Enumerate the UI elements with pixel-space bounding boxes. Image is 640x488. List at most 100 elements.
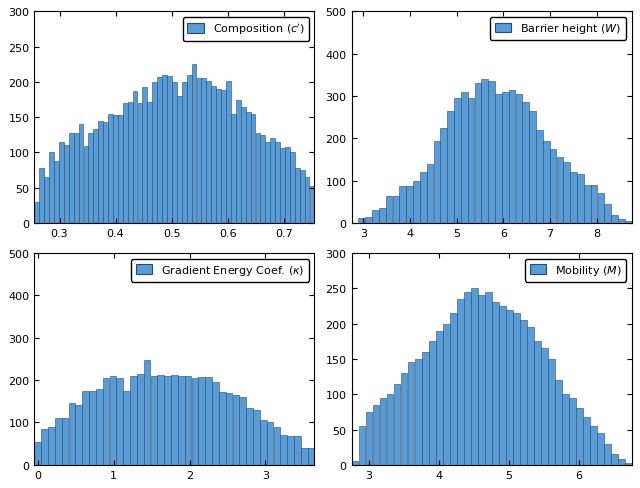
Bar	[399, 186, 406, 224]
Bar	[219, 392, 225, 465]
Bar	[167, 77, 172, 224]
Bar	[433, 141, 440, 224]
Bar	[506, 310, 513, 465]
Bar	[212, 383, 219, 465]
Bar	[604, 444, 611, 465]
Bar	[157, 78, 162, 224]
Bar	[157, 375, 164, 465]
Bar	[618, 459, 625, 465]
Bar	[191, 65, 196, 224]
Bar	[99, 122, 103, 224]
Bar	[61, 418, 68, 465]
Bar	[164, 376, 171, 465]
Bar	[582, 417, 589, 465]
Bar	[185, 376, 191, 465]
Bar	[147, 102, 152, 224]
Bar	[172, 83, 177, 224]
Bar	[102, 378, 109, 465]
Bar	[429, 342, 435, 465]
Bar	[386, 196, 392, 224]
Bar	[570, 173, 577, 224]
Bar	[557, 158, 563, 224]
Bar	[260, 136, 265, 224]
Bar	[492, 303, 499, 465]
Bar	[555, 380, 561, 465]
Bar	[475, 84, 481, 224]
Bar	[216, 90, 221, 224]
Bar	[513, 313, 520, 465]
Bar	[138, 104, 142, 224]
Bar	[68, 404, 76, 465]
Bar	[548, 359, 555, 465]
Bar	[440, 128, 447, 224]
Bar	[358, 426, 365, 465]
Bar	[569, 398, 575, 465]
Bar	[55, 418, 61, 465]
Bar	[108, 115, 113, 224]
Bar	[527, 327, 534, 465]
Bar	[450, 313, 456, 465]
Bar	[109, 376, 116, 465]
Bar	[49, 153, 54, 224]
Bar	[470, 289, 477, 465]
Bar	[267, 423, 273, 465]
Bar	[251, 115, 255, 224]
Bar	[35, 203, 39, 224]
Bar	[461, 93, 468, 224]
Bar	[48, 427, 55, 465]
Bar	[270, 139, 275, 224]
Bar	[253, 410, 260, 465]
Bar	[598, 194, 604, 224]
Bar	[436, 331, 442, 465]
Bar	[150, 376, 157, 465]
Bar	[308, 448, 314, 465]
Bar	[103, 123, 108, 224]
Bar	[273, 427, 280, 465]
Bar	[477, 296, 484, 465]
Bar	[202, 79, 206, 224]
Bar	[116, 378, 123, 465]
Bar	[576, 408, 582, 465]
Bar	[422, 352, 429, 465]
Bar	[260, 421, 266, 465]
Bar	[408, 363, 415, 465]
Bar	[406, 186, 413, 224]
Legend: Composition ($c'$): Composition ($c'$)	[182, 18, 309, 41]
Bar	[536, 131, 543, 224]
Bar	[401, 373, 408, 465]
Bar	[89, 391, 96, 465]
Bar	[499, 306, 506, 465]
Legend: Barrier height ($W$): Barrier height ($W$)	[490, 18, 626, 41]
Bar	[563, 163, 570, 224]
Bar	[379, 209, 386, 224]
Bar	[358, 218, 365, 224]
Bar	[372, 405, 380, 465]
Bar	[611, 215, 618, 224]
Bar	[541, 348, 548, 465]
Bar	[516, 95, 522, 224]
Bar	[68, 133, 74, 224]
Bar	[604, 204, 611, 224]
Bar	[83, 147, 88, 224]
Bar	[152, 83, 157, 224]
Bar	[171, 375, 178, 465]
Bar	[457, 299, 463, 465]
Bar	[178, 376, 184, 465]
Bar	[191, 378, 198, 465]
Bar	[211, 87, 216, 224]
Bar	[305, 178, 310, 224]
Bar	[226, 393, 232, 465]
Bar	[255, 133, 260, 224]
Legend: Gradient Energy Coef. ($\kappa$): Gradient Energy Coef. ($\kappa$)	[131, 259, 309, 282]
Bar	[529, 112, 536, 224]
Bar	[59, 142, 64, 224]
Bar	[93, 130, 98, 224]
Bar	[380, 398, 387, 465]
Legend: Mobility ($M$): Mobility ($M$)	[525, 259, 626, 282]
Bar	[365, 217, 372, 224]
Bar	[41, 429, 48, 465]
Bar	[137, 374, 143, 465]
Bar	[280, 149, 285, 224]
Bar	[187, 76, 191, 224]
Bar	[290, 152, 295, 224]
